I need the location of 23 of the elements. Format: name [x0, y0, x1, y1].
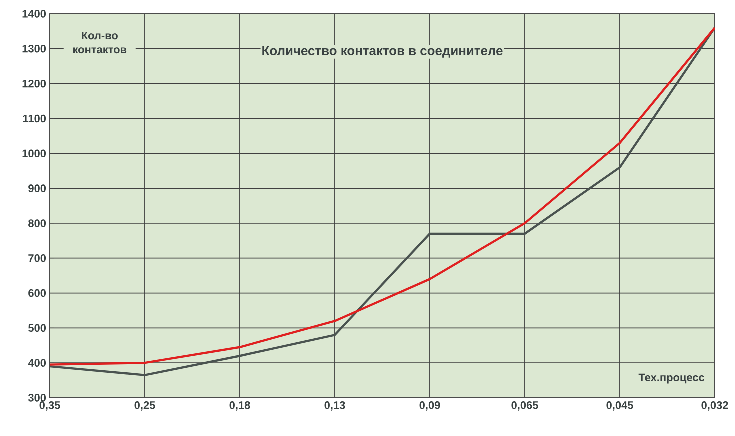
y-tick-label: 1000	[22, 150, 46, 158]
x-tick-label: 0,25	[134, 402, 156, 411]
y-tick-label: 700	[28, 254, 46, 262]
y-tick-label: 1400	[22, 10, 46, 18]
x-tick-label: 0,09	[420, 402, 440, 411]
x-tick-label: 0,032	[702, 402, 728, 411]
x-tick-label: 0,18	[230, 402, 250, 411]
x-tick-label: 0,065	[512, 402, 538, 411]
x-axis-title: Тех.процесс	[638, 374, 705, 384]
y-tick-label: 500	[28, 324, 46, 332]
y-tick-label: 800	[28, 220, 46, 228]
x-tick-label: 0,35	[40, 402, 60, 411]
x-tick-label: 0,13	[324, 402, 346, 411]
y-tick-label: 900	[28, 184, 46, 192]
y-tick-label: 600	[28, 289, 46, 298]
y-tick-label: 1100	[23, 114, 46, 123]
y-tick-label: 300	[28, 394, 46, 402]
y-axis-title: Кол-во контактов	[74, 32, 127, 54]
y-tick-label: 1300	[22, 45, 46, 53]
y-tick-label: 400	[28, 359, 46, 367]
x-tick-label: 0,045	[606, 402, 634, 411]
y-tick-label: 1200	[22, 80, 46, 88]
text: Количество контактов в соединителе	[262, 46, 503, 58]
